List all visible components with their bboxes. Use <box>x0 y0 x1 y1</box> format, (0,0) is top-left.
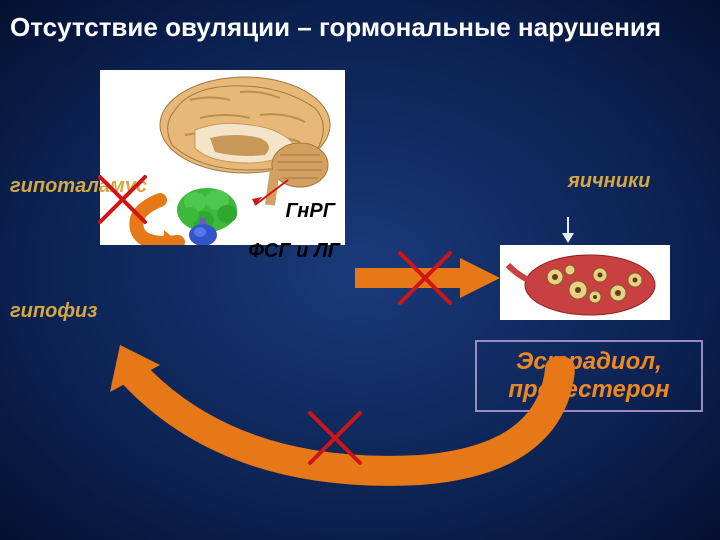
gnrh-label: ГнРГ <box>235 200 335 223</box>
fsh-lh-label: ФСГ и ЛГ <box>210 240 340 263</box>
ovary-illustration <box>500 245 670 320</box>
ovary-pointer-arrow <box>558 215 578 250</box>
ovaries-label: яичники <box>568 170 650 193</box>
page-title: Отсутствие овуляции – гормональные наруш… <box>0 0 720 43</box>
arrow-brain-to-ovary <box>355 258 500 298</box>
hypothalamus-label: гипоталамус <box>10 175 147 198</box>
arrow-feedback <box>70 310 590 510</box>
